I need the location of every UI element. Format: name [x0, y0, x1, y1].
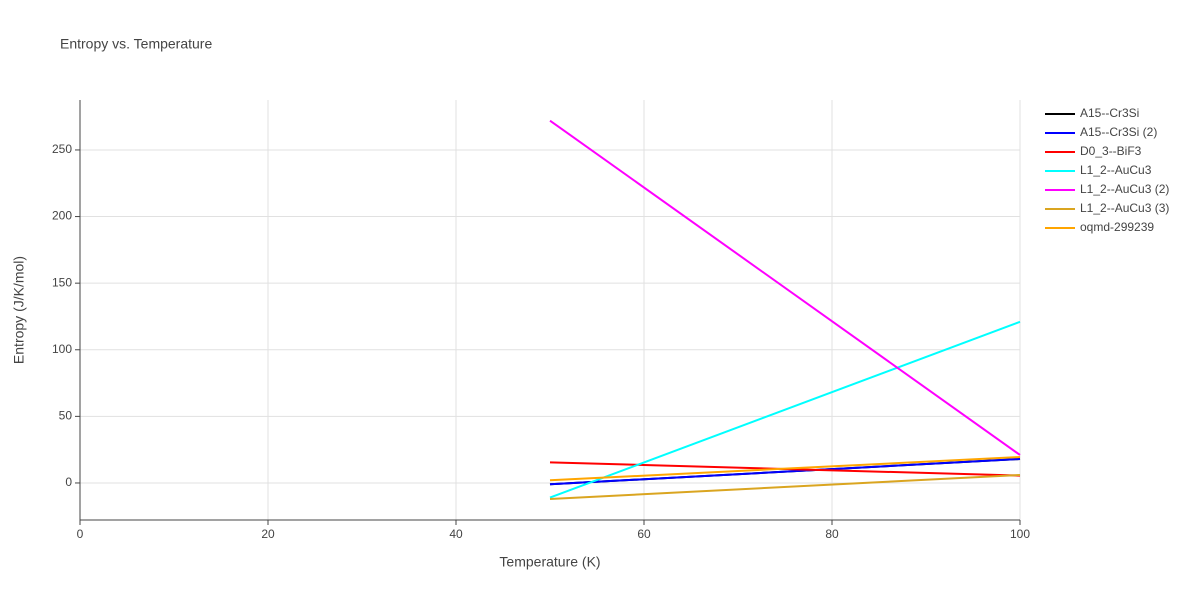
- x-tick-label: 20: [261, 527, 275, 541]
- legend-label: A15--Cr3Si (2): [1080, 125, 1157, 139]
- series-line: [549, 457, 1021, 486]
- series-line: [549, 119, 1021, 456]
- x-tick-label: 100: [1010, 527, 1030, 541]
- legend-label: D0_3--BiF3: [1080, 144, 1142, 158]
- series-line: [549, 455, 1021, 482]
- y-tick-label: 100: [52, 342, 72, 356]
- y-tick-label: 50: [59, 409, 73, 423]
- y-axis-title: Entropy (J/K/mol): [11, 256, 27, 364]
- series-line: [549, 320, 1021, 499]
- y-tick-label: 250: [52, 142, 72, 156]
- y-tick-label: 0: [65, 475, 72, 489]
- legend-label: A15--Cr3Si: [1080, 106, 1139, 120]
- y-tick-label: 200: [52, 209, 72, 223]
- x-tick-label: 40: [449, 527, 463, 541]
- x-tick-label: 60: [637, 527, 651, 541]
- x-tick-label: 0: [77, 527, 84, 541]
- y-tick-label: 150: [52, 275, 72, 289]
- legend-label: oqmd-299239: [1080, 220, 1154, 234]
- legend-label: L1_2--AuCu3 (2): [1080, 182, 1169, 196]
- chart-title: Entropy vs. Temperature: [60, 36, 212, 52]
- x-tick-label: 80: [825, 527, 839, 541]
- series-line: [549, 473, 1021, 500]
- x-axis-title: Temperature (K): [499, 554, 600, 570]
- legend-label: L1_2--AuCu3: [1080, 163, 1152, 177]
- legend-label: L1_2--AuCu3 (3): [1080, 201, 1169, 215]
